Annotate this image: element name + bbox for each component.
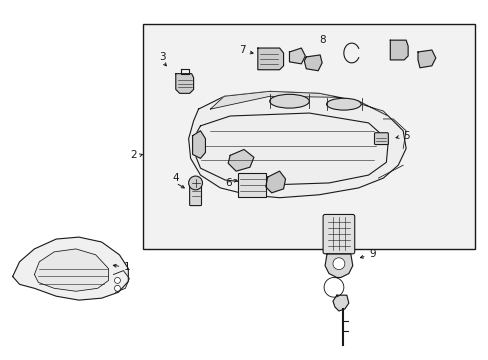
Polygon shape xyxy=(257,48,283,70)
Ellipse shape xyxy=(326,98,361,110)
Text: 2: 2 xyxy=(130,150,136,161)
Text: 1: 1 xyxy=(124,262,130,272)
Polygon shape xyxy=(325,254,352,278)
FancyBboxPatch shape xyxy=(189,184,201,206)
Polygon shape xyxy=(34,249,108,291)
Polygon shape xyxy=(13,237,128,300)
Circle shape xyxy=(188,176,202,190)
Polygon shape xyxy=(228,149,253,171)
Polygon shape xyxy=(304,55,322,71)
Polygon shape xyxy=(188,91,406,198)
Polygon shape xyxy=(175,74,193,93)
Circle shape xyxy=(332,258,344,270)
Text: 9: 9 xyxy=(368,249,375,259)
Polygon shape xyxy=(332,295,348,311)
FancyBboxPatch shape xyxy=(374,133,387,145)
Text: 6: 6 xyxy=(224,178,231,188)
Text: 7: 7 xyxy=(238,45,245,55)
Polygon shape xyxy=(417,50,435,68)
Bar xyxy=(238,173,265,197)
Text: 8: 8 xyxy=(318,35,325,45)
Polygon shape xyxy=(265,171,285,193)
Bar xyxy=(143,24,474,249)
Text: 4: 4 xyxy=(172,173,179,183)
Text: 3: 3 xyxy=(159,52,166,62)
FancyBboxPatch shape xyxy=(323,215,354,254)
Polygon shape xyxy=(192,131,205,158)
Circle shape xyxy=(114,285,120,291)
Polygon shape xyxy=(289,48,305,64)
Text: 5: 5 xyxy=(402,131,408,141)
Circle shape xyxy=(114,278,120,283)
Polygon shape xyxy=(210,91,387,116)
Polygon shape xyxy=(389,40,407,60)
Ellipse shape xyxy=(269,94,308,108)
